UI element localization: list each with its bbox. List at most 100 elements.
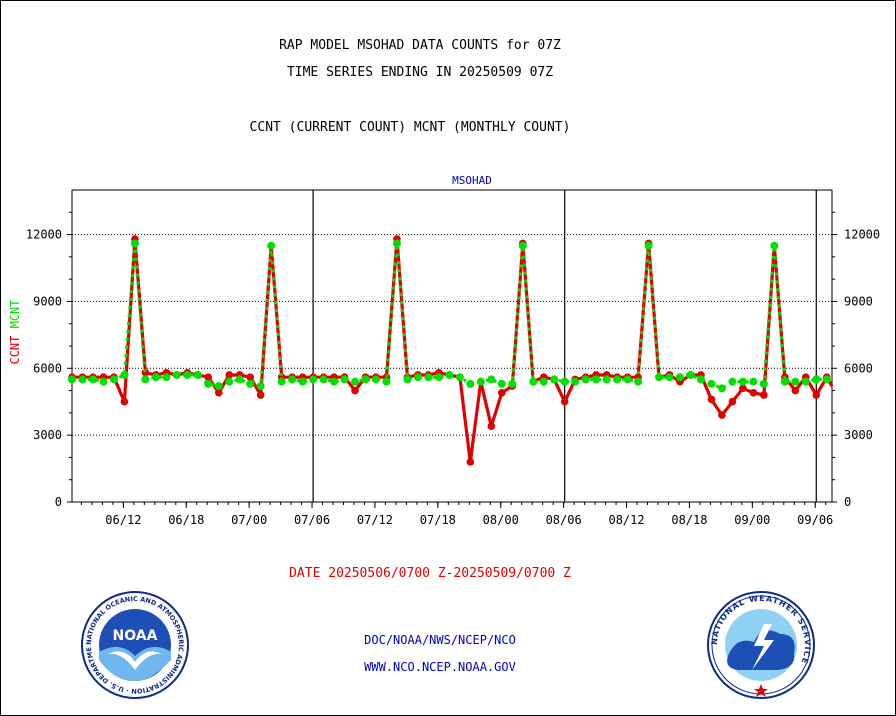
ccnt-point — [351, 386, 359, 395]
x-tick-label: 07/18 — [420, 513, 456, 527]
mcnt-point — [560, 377, 569, 386]
mcnt-point — [109, 375, 118, 384]
chart-title-line1: RAP MODEL MSOHAD DATA COUNTS for 07Z — [279, 38, 561, 53]
mcnt-point — [413, 373, 422, 382]
chart-title-line2: TIME SERIES ENDING IN 20250509 07Z — [286, 65, 554, 80]
mcnt-point — [68, 375, 76, 384]
ccnt-point — [760, 391, 768, 399]
y-tick-label-left: 3000 — [33, 428, 62, 442]
ccnt-point — [718, 411, 726, 419]
mcnt-point — [309, 375, 318, 384]
chart-title-line3: CCNT (CURRENT COUNT) MCNT (MONTHLY COUNT… — [249, 120, 571, 135]
mcnt-point — [497, 379, 506, 388]
mcnt-point — [372, 375, 380, 384]
ccnt-point — [749, 389, 758, 397]
mcnt-point — [696, 375, 705, 384]
mcnt-point — [204, 379, 213, 388]
y-axis-label: CCNT MCNT — [8, 299, 22, 364]
x-tick-label: 08/18 — [671, 513, 707, 527]
mcnt-point — [539, 377, 548, 386]
y-tick-label-left: 12000 — [26, 228, 62, 242]
mcnt-point — [298, 377, 307, 386]
mcnt-point — [571, 377, 580, 386]
mcnt-point — [424, 373, 433, 382]
date-range-label: DATE 20250506/0700 Z-20250509/0700 Z — [289, 566, 571, 581]
y-tick-label-left: 0 — [55, 495, 62, 509]
mcnt-point — [330, 377, 339, 386]
x-tick-label: 06/12 — [105, 513, 141, 527]
mcnt-point — [749, 377, 758, 386]
mcnt-point — [581, 375, 590, 384]
y-tick-label-right: 3000 — [844, 428, 873, 442]
mcnt-point — [613, 375, 622, 384]
x-tick-label: 08/12 — [608, 513, 644, 527]
plot-title: MSOHAD — [452, 174, 492, 187]
mcnt-point — [319, 375, 328, 384]
y-tick-label-right: 12000 — [844, 228, 880, 242]
mcnt-point — [508, 379, 517, 388]
mcnt-point — [162, 373, 171, 382]
mcnt-point — [340, 375, 349, 384]
ccnt-point — [739, 384, 747, 393]
ccnt-point — [487, 422, 496, 431]
mcnt-series-line — [72, 242, 832, 390]
mcnt-point — [256, 382, 265, 391]
mcnt-point — [235, 375, 244, 384]
mcnt-point — [644, 241, 653, 250]
x-tick-label: 09/00 — [734, 513, 770, 527]
y-tick-label-left: 6000 — [33, 361, 62, 375]
mcnt-point — [403, 375, 412, 384]
mcnt-point — [487, 375, 496, 384]
y-tick-label-right: 9000 — [844, 294, 873, 308]
ccnt-point — [497, 389, 506, 397]
ccnt-point — [812, 391, 821, 399]
mcnt-point — [466, 379, 475, 388]
y-tick-label-right: 6000 — [844, 361, 873, 375]
time-series-chart: 0 0 3000 3000 6000 6000 9000 9000 12000 12000 06/1… — [8, 174, 880, 527]
mcnt-point — [592, 375, 601, 384]
mcnt-point — [88, 375, 97, 384]
mcnt-point — [770, 241, 779, 250]
mcnt-point — [686, 370, 695, 379]
x-tick-label: 07/12 — [357, 513, 393, 527]
ccnt-point — [728, 397, 737, 406]
mcnt-point — [246, 379, 255, 388]
mcnt-point — [288, 375, 297, 384]
mcnt-point — [193, 370, 202, 379]
ccnt-point — [466, 458, 475, 466]
mcnt-point — [822, 375, 831, 384]
mcnt-point — [130, 239, 139, 248]
mcnt-point — [550, 375, 559, 384]
mcnt-point — [791, 377, 800, 386]
footer-org-path: DOC/NOAA/NWS/NCEP/NCO — [364, 633, 516, 647]
ccnt-point — [120, 397, 129, 406]
mcnt-point — [214, 382, 223, 391]
mcnt-point — [351, 377, 360, 386]
mcnt-point — [267, 241, 276, 250]
mcnt-point — [120, 370, 129, 379]
ccnt-point — [256, 391, 265, 399]
noaa-logo: NATIONAL OCEANIC AND ATMOSPHERIC ADMINIS… — [80, 590, 189, 699]
mcnt-point — [738, 377, 747, 386]
mcnt-point — [382, 377, 391, 386]
mcnt-point — [225, 377, 234, 386]
mcnt-point — [141, 375, 150, 384]
mcnt-point — [529, 377, 538, 386]
mcnt-point — [634, 377, 643, 386]
mcnt-point — [78, 375, 87, 384]
mcnt-point — [665, 373, 674, 382]
y-tick-label-right: 0 — [844, 495, 851, 509]
mcnt-point — [623, 375, 632, 384]
ccnt-series-line — [72, 237, 834, 464]
mcnt-point — [455, 373, 464, 382]
mcnt-point — [801, 377, 810, 386]
mcnt-point — [392, 239, 401, 248]
mcnt-point — [812, 375, 821, 384]
ccnt-point — [225, 371, 234, 379]
ccnt-point — [204, 373, 213, 382]
plot-frame — [71, 189, 833, 503]
mcnt-point — [99, 377, 108, 386]
nws-logo: NATIONAL WEATHER SERVICE — [707, 591, 815, 699]
mcnt-point — [183, 370, 192, 379]
noaa-logo-text: NOAA — [113, 628, 158, 644]
